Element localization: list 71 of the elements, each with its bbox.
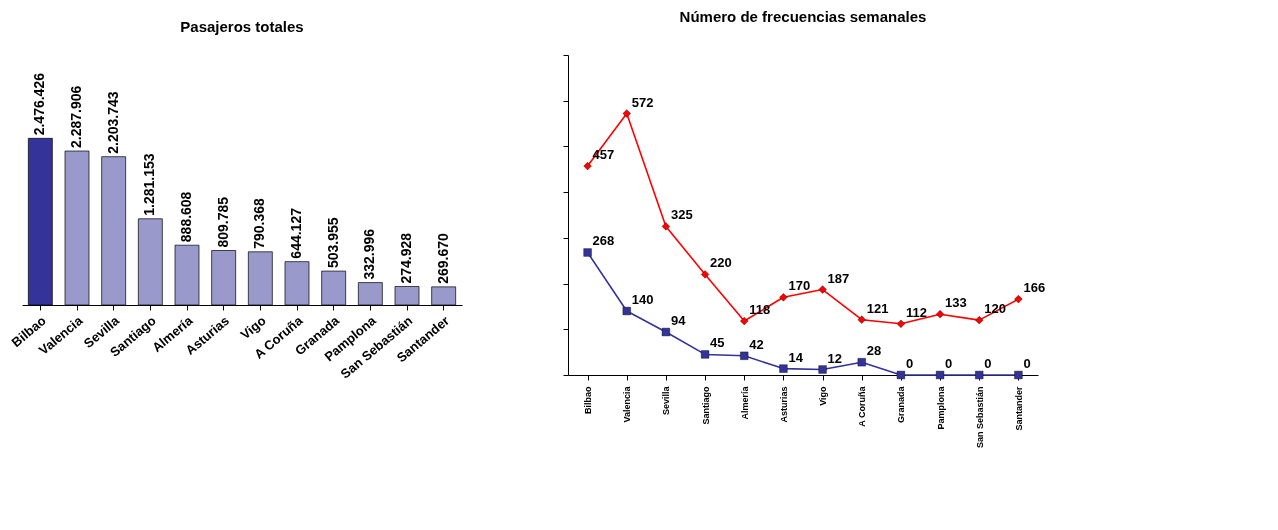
point — [661, 327, 670, 337]
data-label: 644.127 — [288, 207, 304, 259]
data-label: 94 — [670, 313, 687, 329]
point — [779, 364, 788, 373]
data-label: 0 — [1023, 356, 1031, 371]
data-label: 220 — [710, 255, 732, 271]
data-label: 2.287.906 — [68, 85, 84, 149]
data-label: 14 — [788, 349, 804, 365]
x-tick-label: Santander — [1013, 386, 1024, 431]
point — [779, 293, 788, 302]
x-tick-label: Valencia — [622, 385, 633, 423]
point — [896, 370, 905, 380]
data-label: 269.670 — [434, 233, 451, 284]
point — [701, 350, 710, 359]
x-tick-label: Bilbao — [583, 386, 594, 415]
point — [975, 316, 984, 325]
x-tick-label: Granada — [896, 385, 907, 424]
x-tick-label: Santiago — [700, 386, 711, 425]
point — [740, 316, 749, 326]
data-label: 2.476.426 — [31, 72, 48, 136]
x-tick-label: A Coruña — [857, 385, 868, 427]
data-label: 45 — [710, 335, 725, 351]
data-label: 187 — [827, 270, 850, 286]
point — [818, 285, 827, 294]
x-tick-label: Sevilla — [661, 385, 672, 416]
x-tick-label: Pamplona — [935, 385, 946, 430]
point — [622, 306, 631, 316]
chart-title: Pasajeros totales — [180, 18, 304, 35]
data-label: 809.785 — [214, 196, 231, 248]
data-label: 268 — [592, 233, 615, 249]
point — [661, 222, 670, 231]
data-label: 166 — [1023, 280, 1046, 296]
data-label: 28 — [866, 343, 882, 359]
point — [1014, 295, 1023, 304]
x-tick-label: Vigo — [818, 386, 829, 406]
data-label: 42 — [749, 336, 764, 352]
x-tick-label: Almería — [739, 385, 750, 420]
data-label: 12 — [827, 350, 843, 366]
point — [975, 370, 984, 380]
point — [1014, 370, 1023, 380]
point — [583, 248, 592, 257]
data-label: 572 — [631, 94, 654, 110]
data-label: 503.955 — [324, 217, 341, 269]
point — [936, 310, 945, 319]
point — [583, 162, 592, 171]
data-label: 121 — [866, 300, 889, 316]
data-label: 274.928 — [398, 232, 414, 284]
data-label: 0 — [945, 356, 953, 371]
data-label: 888.608 — [178, 191, 194, 243]
data-label: 133 — [945, 295, 967, 311]
point — [622, 109, 631, 118]
point — [740, 351, 749, 360]
x-tick-label: Asturias — [778, 386, 789, 423]
data-label: 2.203.743 — [104, 91, 121, 154]
data-label: 170 — [788, 278, 811, 294]
point — [818, 365, 827, 374]
data-label: 0 — [984, 356, 992, 371]
data-label: 0 — [905, 356, 914, 371]
point — [701, 270, 710, 279]
data-label: 790.368 — [251, 197, 268, 249]
data-label: 325 — [670, 207, 693, 223]
point — [896, 319, 905, 328]
point — [857, 358, 866, 367]
chart-title: Número de frecuencias semanales — [679, 7, 927, 25]
data-label: 112 — [905, 304, 927, 320]
x-tick-label: San Sebastián — [974, 386, 985, 449]
point — [857, 315, 866, 324]
data-label: 332.996 — [361, 228, 378, 280]
point — [936, 370, 945, 380]
data-label: 140 — [631, 292, 654, 307]
data-label: 1.281.153 — [141, 153, 158, 216]
